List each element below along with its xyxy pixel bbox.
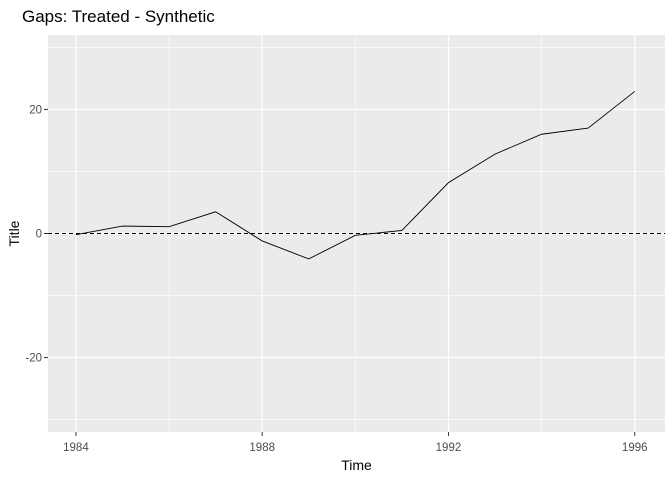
x-axis: 1984 1988 1992 1996 xyxy=(63,432,648,454)
chart-title: Gaps: Treated - Synthetic xyxy=(22,7,215,26)
y-tick-label: 20 xyxy=(29,104,42,116)
x-tick-label: 1996 xyxy=(622,442,648,454)
gap-series-line xyxy=(75,91,636,260)
y-tick-label: -20 xyxy=(25,353,42,365)
y-axis-title: Title xyxy=(6,220,22,246)
x-tick-label: 1988 xyxy=(249,442,275,454)
x-tick-label: 1984 xyxy=(63,442,89,454)
y-axis: -20 0 20 xyxy=(25,104,48,365)
y-tick-label: 0 xyxy=(36,229,42,241)
x-tick-label: 1992 xyxy=(436,442,462,454)
x-axis-title: Time xyxy=(341,457,372,473)
